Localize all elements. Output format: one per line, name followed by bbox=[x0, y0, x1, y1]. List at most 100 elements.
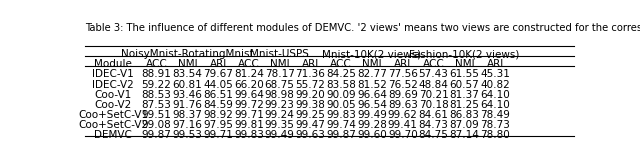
Text: 89.63: 89.63 bbox=[388, 100, 418, 110]
Text: 99.20: 99.20 bbox=[296, 90, 325, 100]
Text: 96.64: 96.64 bbox=[357, 90, 387, 100]
Text: 99.53: 99.53 bbox=[172, 130, 202, 140]
Text: 99.83: 99.83 bbox=[326, 110, 356, 120]
Text: ACC: ACC bbox=[146, 59, 168, 69]
Text: 48.84: 48.84 bbox=[419, 79, 449, 89]
Text: 59.22: 59.22 bbox=[141, 79, 172, 89]
Text: ARI: ARI bbox=[209, 59, 227, 69]
Text: IDEC-V1: IDEC-V1 bbox=[92, 69, 134, 79]
Text: 82.77: 82.77 bbox=[357, 69, 387, 79]
Text: 66.20: 66.20 bbox=[234, 79, 264, 89]
Text: ARI: ARI bbox=[394, 59, 412, 69]
Text: 86.83: 86.83 bbox=[449, 110, 479, 120]
Text: Table 3: The influence of different modules of DEMVC. '2 views' means two views : Table 3: The influence of different modu… bbox=[85, 23, 640, 33]
Text: 84.59: 84.59 bbox=[203, 100, 233, 110]
Text: 99.23: 99.23 bbox=[265, 100, 294, 110]
Text: 99.41: 99.41 bbox=[388, 120, 418, 130]
Text: 99.35: 99.35 bbox=[265, 120, 294, 130]
Text: 98.37: 98.37 bbox=[172, 110, 202, 120]
Text: DEMVC: DEMVC bbox=[94, 130, 132, 140]
Text: 99.87: 99.87 bbox=[141, 130, 172, 140]
Text: ACC: ACC bbox=[238, 59, 260, 69]
Text: Coo-V1: Coo-V1 bbox=[95, 90, 132, 100]
Text: 99.74: 99.74 bbox=[326, 120, 356, 130]
Text: 99.81: 99.81 bbox=[234, 120, 264, 130]
Text: NMI: NMI bbox=[362, 59, 382, 69]
Text: 99.87: 99.87 bbox=[326, 130, 356, 140]
Text: 97.16: 97.16 bbox=[172, 120, 202, 130]
Text: NMI: NMI bbox=[454, 59, 474, 69]
Text: 81.24: 81.24 bbox=[234, 69, 264, 79]
Text: Module: Module bbox=[94, 59, 132, 69]
Text: 99.08: 99.08 bbox=[141, 120, 172, 130]
Text: 87.53: 87.53 bbox=[141, 100, 172, 110]
Text: NoisyMnist-RotatingMnist: NoisyMnist-RotatingMnist bbox=[121, 49, 253, 59]
Text: 84.61: 84.61 bbox=[419, 110, 449, 120]
Text: 78.49: 78.49 bbox=[480, 110, 510, 120]
Text: IDEC-V2: IDEC-V2 bbox=[92, 79, 134, 89]
Text: 87.09: 87.09 bbox=[449, 120, 479, 130]
Text: 99.83: 99.83 bbox=[234, 130, 264, 140]
Text: 99.72: 99.72 bbox=[234, 100, 264, 110]
Text: 89.69: 89.69 bbox=[388, 90, 418, 100]
Text: 81.37: 81.37 bbox=[449, 90, 479, 100]
Text: 64.10: 64.10 bbox=[480, 90, 510, 100]
Text: Fashion-10K(2 views): Fashion-10K(2 views) bbox=[409, 49, 520, 59]
Text: 90.09: 90.09 bbox=[326, 90, 356, 100]
Text: 64.10: 64.10 bbox=[480, 100, 510, 110]
Text: 88.91: 88.91 bbox=[141, 69, 172, 79]
Text: 99.28: 99.28 bbox=[357, 120, 387, 130]
Text: 78.80: 78.80 bbox=[480, 130, 510, 140]
Text: 99.25: 99.25 bbox=[296, 110, 325, 120]
Text: 77.56: 77.56 bbox=[388, 69, 418, 79]
Text: 99.70: 99.70 bbox=[388, 130, 418, 140]
Text: 86.51: 86.51 bbox=[203, 90, 233, 100]
Text: 96.54: 96.54 bbox=[357, 100, 387, 110]
Text: 98.92: 98.92 bbox=[203, 110, 233, 120]
Text: 60.57: 60.57 bbox=[449, 79, 479, 89]
Text: 81.25: 81.25 bbox=[449, 100, 479, 110]
Text: 99.24: 99.24 bbox=[265, 110, 294, 120]
Text: ACC: ACC bbox=[330, 59, 352, 69]
Text: 99.47: 99.47 bbox=[296, 120, 325, 130]
Text: ACC: ACC bbox=[422, 59, 444, 69]
Text: 79.67: 79.67 bbox=[203, 69, 233, 79]
Text: 83.54: 83.54 bbox=[172, 69, 202, 79]
Text: 99.49: 99.49 bbox=[265, 130, 294, 140]
Text: 98.98: 98.98 bbox=[265, 90, 294, 100]
Text: 45.31: 45.31 bbox=[480, 69, 510, 79]
Text: NMI: NMI bbox=[270, 59, 289, 69]
Text: 61.55: 61.55 bbox=[449, 69, 479, 79]
Text: 99.49: 99.49 bbox=[357, 110, 387, 120]
Text: 68.75: 68.75 bbox=[265, 79, 294, 89]
Text: 44.05: 44.05 bbox=[204, 79, 233, 89]
Text: 78.17: 78.17 bbox=[265, 69, 294, 79]
Text: 83.58: 83.58 bbox=[326, 79, 356, 89]
Text: ARI: ARI bbox=[486, 59, 504, 69]
Text: 60.81: 60.81 bbox=[172, 79, 202, 89]
Text: Mnist-10K(2 views): Mnist-10K(2 views) bbox=[323, 49, 422, 59]
Text: 70.18: 70.18 bbox=[419, 100, 449, 110]
Text: 87.14: 87.14 bbox=[449, 130, 479, 140]
Text: 91.76: 91.76 bbox=[172, 100, 202, 110]
Text: 81.52: 81.52 bbox=[357, 79, 387, 89]
Text: 40.82: 40.82 bbox=[480, 79, 510, 89]
Text: 93.46: 93.46 bbox=[172, 90, 202, 100]
Text: 84.73: 84.73 bbox=[419, 120, 449, 130]
Text: 88.53: 88.53 bbox=[141, 90, 172, 100]
Text: 84.75: 84.75 bbox=[419, 130, 449, 140]
Text: 71.36: 71.36 bbox=[296, 69, 325, 79]
Text: 99.38: 99.38 bbox=[296, 100, 325, 110]
Text: 97.95: 97.95 bbox=[203, 120, 233, 130]
Text: 55.72: 55.72 bbox=[296, 79, 325, 89]
Text: 99.64: 99.64 bbox=[234, 90, 264, 100]
Text: NMI: NMI bbox=[177, 59, 197, 69]
Text: 78.73: 78.73 bbox=[480, 120, 510, 130]
Text: 84.25: 84.25 bbox=[326, 69, 356, 79]
Text: Coo+SetC-V1: Coo+SetC-V1 bbox=[78, 110, 148, 120]
Text: Coo+SetC-V2: Coo+SetC-V2 bbox=[78, 120, 148, 130]
Text: 99.71: 99.71 bbox=[203, 130, 233, 140]
Text: 90.05: 90.05 bbox=[326, 100, 356, 110]
Text: 99.63: 99.63 bbox=[296, 130, 325, 140]
Text: 76.52: 76.52 bbox=[388, 79, 418, 89]
